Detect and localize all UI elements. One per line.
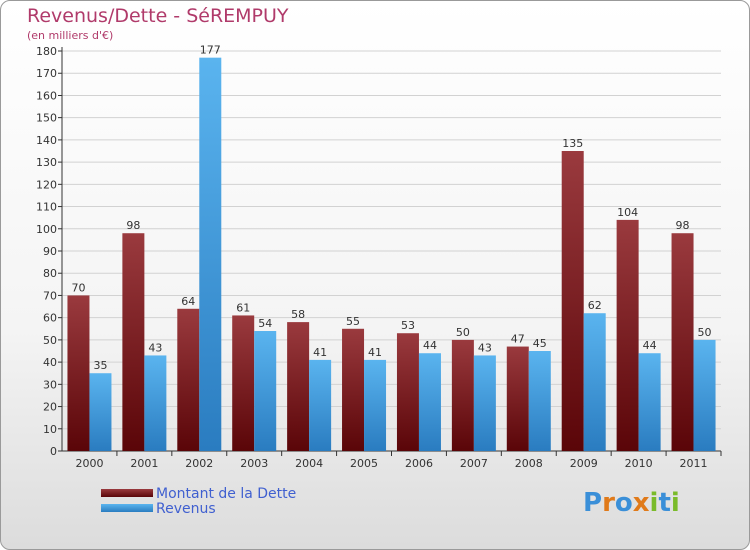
bar-revenue [583,313,606,451]
x-tick-label: 2003 [240,457,268,470]
bar-revenue [473,355,496,451]
bar-revenue [528,351,551,451]
data-label-debt: 135 [562,137,583,150]
legend-swatch-revenue [101,504,153,512]
data-label-debt: 58 [291,308,305,321]
data-label-debt: 64 [181,295,195,308]
chart-title: Revenus/Dette - SéREMPUY [27,5,289,27]
bar-revenue [638,353,661,451]
y-tick-label: 0 [50,445,57,458]
bar-revenue [89,373,112,451]
bar-debt [122,233,145,451]
bar-debt [561,151,584,451]
y-tick-label: 60 [43,312,57,325]
data-label-revenue: 177 [200,44,221,57]
bar-debt [342,328,365,451]
x-tick-label: 2009 [570,457,598,470]
brand-letter: t [658,488,671,518]
data-label-debt: 61 [236,301,250,314]
bar-debt [451,339,474,451]
x-tick-label: 2005 [350,457,378,470]
y-tick-label: 70 [43,289,57,302]
data-label-revenue: 44 [423,339,437,352]
brand-letter: i [649,488,659,518]
bar-debt [506,346,529,451]
bar-revenue [693,339,716,451]
data-label-debt: 50 [456,326,470,339]
brand-letter: r [602,488,615,518]
x-tick-label: 2010 [625,457,653,470]
x-tick-label: 2000 [75,457,103,470]
y-tick-label: 140 [36,134,57,147]
x-tick-label: 2006 [405,457,433,470]
bar-debt [177,308,200,451]
brand-letter: x [632,488,650,518]
data-label-revenue: 41 [313,346,327,359]
brand-letter: o [614,488,633,518]
brand-logo: Proxiti [583,488,680,518]
y-tick-label: 10 [43,423,57,436]
bar-debt [67,295,90,451]
y-tick-label: 50 [43,334,57,347]
y-tick-label: 160 [36,89,57,102]
chart-subtitle: (en milliers d'€) [27,29,114,42]
x-tick-label: 2001 [130,457,158,470]
data-label-revenue: 41 [368,346,382,359]
x-tick-label: 2007 [460,457,488,470]
y-tick-label: 20 [43,401,57,414]
data-label-debt: 104 [617,206,638,219]
data-label-debt: 55 [346,315,360,328]
legend-label-debt: Montant de la Dette [156,486,297,502]
bar-debt [287,322,310,451]
bar-revenue [364,359,387,451]
y-tick-label: 90 [43,245,57,258]
bar-revenue [144,355,167,451]
bar-revenue [309,359,332,451]
data-label-revenue: 50 [698,326,712,339]
data-label-revenue: 62 [588,299,602,312]
data-label-revenue: 43 [478,341,492,354]
bar-debt [232,315,255,451]
y-tick-label: 100 [36,223,57,236]
y-tick-label: 80 [43,267,57,280]
y-tick-label: 170 [36,67,57,80]
data-label-debt: 47 [511,333,525,346]
data-label-revenue: 54 [258,317,272,330]
bar-revenue [199,57,222,452]
y-tick-label: 40 [43,356,57,369]
bar-debt [396,333,419,451]
x-tick-label: 2004 [295,457,323,470]
y-tick-label: 30 [43,378,57,391]
bar-revenue [418,353,441,451]
data-label-revenue: 44 [643,339,657,352]
bar-debt [671,233,694,451]
x-tick-label: 2008 [515,457,543,470]
y-tick-label: 120 [36,178,57,191]
bar-revenue [254,331,277,451]
data-label-revenue: 35 [93,359,107,372]
data-label-revenue: 43 [148,341,162,354]
bar-debt [616,219,639,451]
legend-swatch-debt [101,489,153,497]
x-tick-label: 2002 [185,457,213,470]
x-tick-label: 2011 [680,457,708,470]
data-label-debt: 53 [401,319,415,332]
brand-letter: i [670,488,680,518]
data-label-debt: 98 [676,219,690,232]
y-tick-label: 150 [36,112,57,125]
data-label-revenue: 45 [533,337,547,350]
y-tick-label: 130 [36,156,57,169]
data-label-debt: 98 [126,219,140,232]
y-tick-label: 110 [36,201,57,214]
brand-letter: P [583,488,603,518]
data-label-debt: 70 [71,281,85,294]
y-tick-label: 180 [36,45,57,58]
legend-label-revenue: Revenus [156,501,216,517]
